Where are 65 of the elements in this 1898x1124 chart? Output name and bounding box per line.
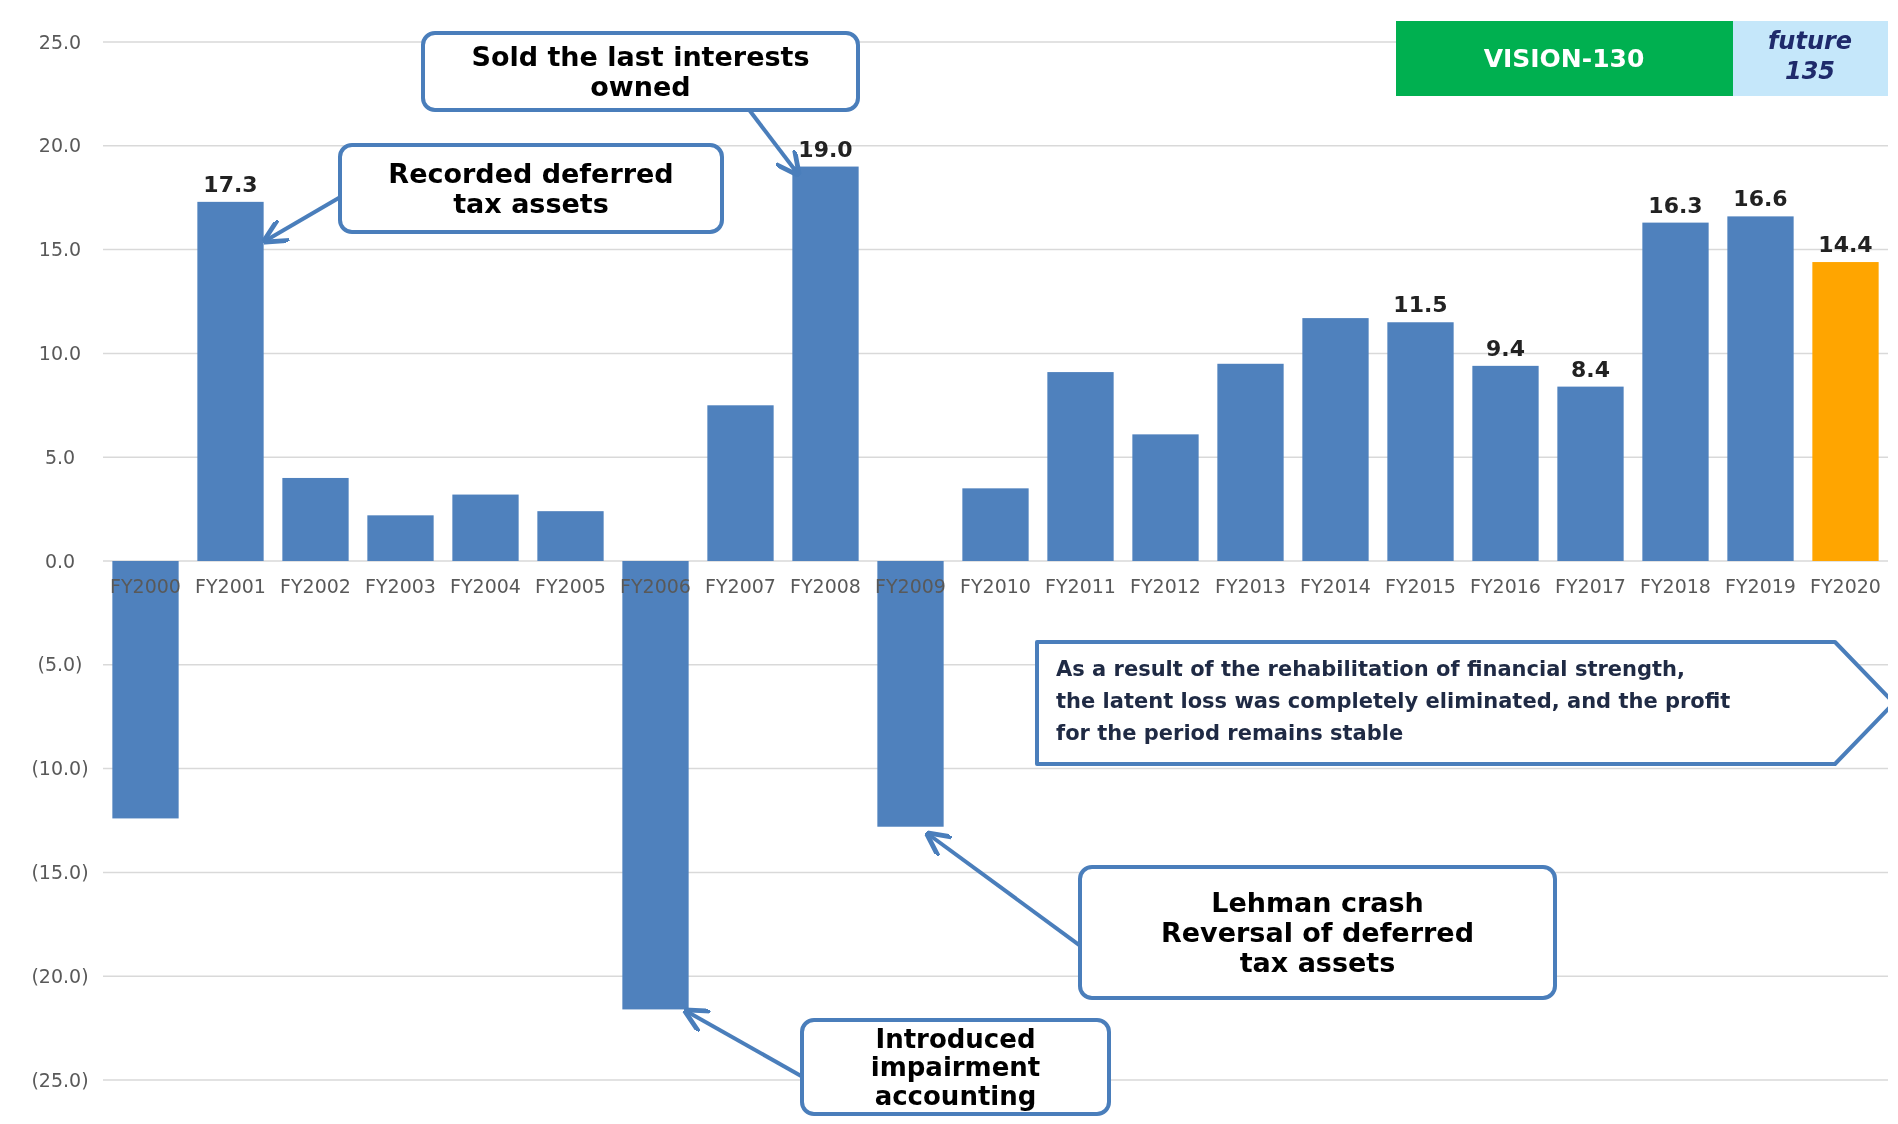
x-tick-label: FY2015 (1385, 575, 1456, 597)
y-tick-label: (20.0) (31, 964, 89, 987)
annotation: Lehman crash Reversal of deferred tax assets (1161, 887, 1474, 978)
x-tick-label: FY2018 (1640, 575, 1711, 597)
annotation: future 135 (1767, 27, 1853, 86)
annotation: Introduced impairment accounting (870, 1023, 1041, 1111)
data-label: 16.6 (1733, 186, 1788, 212)
x-tick-label: FY2017 (1555, 575, 1626, 597)
bar (1217, 363, 1284, 561)
x-tick-label: FY2016 (1470, 575, 1541, 597)
bar (197, 201, 264, 561)
bar (367, 515, 434, 561)
bar (1557, 386, 1624, 561)
bar (622, 561, 689, 1010)
data-label: 17.3 (203, 171, 258, 197)
data-label: 14.4 (1818, 232, 1873, 258)
x-tick-label: FY2008 (790, 575, 861, 597)
bar (1812, 262, 1879, 561)
x-tick-label: FY2002 (280, 575, 351, 597)
bar (112, 561, 179, 819)
bar (792, 166, 859, 561)
bar (452, 494, 519, 561)
y-tick-label: (5.0) (37, 653, 83, 676)
y-tick-label: (25.0) (31, 1068, 89, 1091)
data-label: 16.3 (1648, 192, 1703, 218)
bar (1302, 318, 1369, 561)
x-tick-label: FY2020 (1810, 575, 1881, 597)
y-tick-label: 20.0 (38, 134, 82, 157)
data-label: 11.5 (1393, 292, 1448, 318)
annotation: Sold the last interests owned (471, 41, 810, 102)
bar (877, 561, 944, 827)
data-label: 8.4 (1571, 356, 1610, 382)
data-label: 9.4 (1486, 335, 1525, 361)
y-tick-label: 5.0 (44, 445, 76, 468)
x-tick-label: FY2010 (960, 575, 1031, 597)
bar (1047, 372, 1114, 561)
bar (1727, 216, 1794, 561)
x-tick-label: FY2014 (1300, 575, 1371, 597)
annotation: Recorded deferred tax assets (388, 158, 674, 219)
y-tick-label: (15.0) (31, 861, 89, 884)
bar (1132, 434, 1199, 561)
y-tick-label: (10.0) (31, 757, 89, 780)
x-tick-label: FY2005 (535, 575, 606, 597)
data-label: 19.0 (798, 136, 853, 162)
x-tick-label: FY2011 (1045, 575, 1116, 597)
bar (282, 477, 349, 561)
x-tick-label: FY2004 (450, 575, 521, 597)
x-tick-label: FY2001 (195, 575, 266, 597)
bar (1472, 365, 1539, 561)
x-tick-label: FY2003 (365, 575, 436, 597)
x-tick-label: FY2013 (1215, 575, 1286, 597)
bar (537, 511, 604, 561)
y-tick-label: 15.0 (38, 238, 82, 261)
annotation: As a result of the rehabilitation of financial strength, the latent loss was completely eliminated, and the profit for the period remains stable (1056, 657, 1731, 745)
x-tick-label: FY2012 (1130, 575, 1201, 597)
bar (707, 405, 774, 561)
y-tick-label: 25.0 (38, 30, 82, 53)
annotation: VISION-130 (1483, 43, 1645, 73)
x-tick-label: FY2019 (1725, 575, 1796, 597)
bar (1387, 322, 1454, 561)
y-tick-label: 10.0 (38, 342, 82, 365)
y-tick-label: 0.0 (44, 549, 76, 572)
bar (1642, 222, 1709, 561)
bar (962, 488, 1029, 561)
x-tick-label: FY2007 (705, 575, 776, 597)
